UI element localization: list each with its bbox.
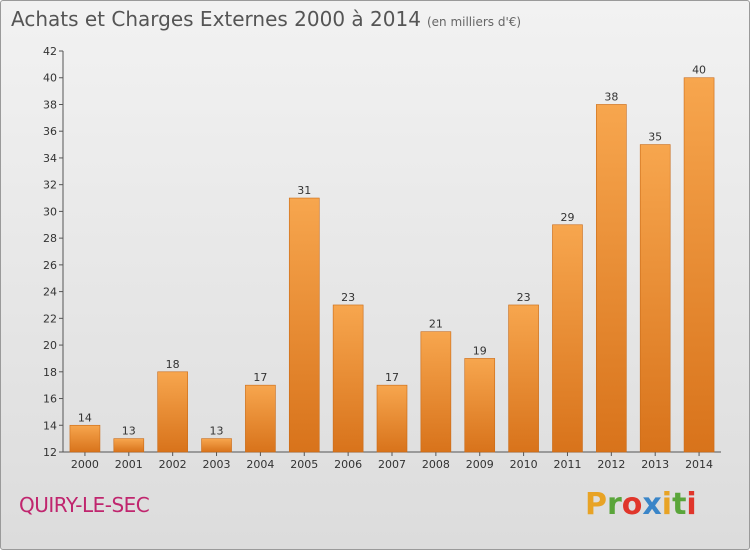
bar — [683, 77, 715, 453]
proxiti-logo: Proxiti — [585, 487, 697, 522]
value-label: 23 — [517, 291, 531, 304]
bar — [639, 144, 671, 453]
bar — [332, 304, 364, 453]
value-label: 18 — [166, 358, 180, 371]
logo-letter: P — [585, 487, 607, 522]
bar — [113, 438, 145, 453]
x-tick-label: 2010 — [510, 458, 538, 471]
logo-letter: t — [672, 487, 687, 522]
bar — [376, 384, 408, 453]
value-label: 29 — [560, 211, 574, 224]
y-tick-label: 18 — [43, 366, 57, 379]
x-tick-label: 2002 — [159, 458, 187, 471]
bar — [157, 371, 188, 453]
value-label: 21 — [429, 318, 443, 331]
logo-letter: x — [642, 487, 662, 522]
y-tick-label: 20 — [43, 339, 57, 352]
x-tick-label: 2003 — [203, 458, 231, 471]
value-label: 13 — [210, 425, 224, 438]
value-labels: 14 13 18 13 17 31 23 17 21 19 23 29 38 35 40 — [78, 64, 706, 438]
y-tick-label: 40 — [43, 72, 57, 85]
y-tick-label: 22 — [43, 312, 57, 325]
commune-name: QUIRY-LE-SEC — [19, 493, 150, 517]
y-tick-label: 32 — [43, 179, 57, 192]
y-tick-label: 24 — [43, 286, 57, 299]
chart-unit: (en milliers d'€) — [426, 15, 522, 29]
value-label: 13 — [122, 425, 136, 438]
value-label: 19 — [473, 344, 487, 357]
bar — [420, 331, 452, 453]
y-tick-label: 12 — [43, 446, 57, 459]
logo-letter: i — [661, 487, 673, 522]
bar — [464, 358, 496, 453]
y-tick-label: 34 — [43, 152, 57, 165]
y-tick-label: 38 — [43, 98, 57, 111]
y-tick-label: 28 — [43, 232, 57, 245]
value-label: 14 — [78, 411, 92, 424]
bar — [69, 424, 101, 453]
value-label: 35 — [648, 131, 662, 144]
axes: 12 14 16 18 20 22 24 26 28 30 32 34 36 38 40 42 2000 2001… — [43, 45, 721, 471]
value-label: 23 — [341, 291, 355, 304]
bar — [508, 304, 539, 453]
logo-letter: r — [607, 487, 622, 522]
x-tick-label: 2012 — [597, 458, 625, 471]
x-tick-label: 2006 — [334, 458, 362, 471]
y-tick-label: 36 — [43, 125, 57, 138]
y-tick-label: 14 — [43, 419, 57, 432]
x-tick-label: 2009 — [466, 458, 494, 471]
x-tick-label: 2008 — [422, 458, 450, 471]
y-tick-label: 26 — [43, 259, 57, 272]
y-tick-label: 42 — [43, 45, 57, 58]
x-tick-label: 2011 — [553, 458, 581, 471]
x-tick-label: 2013 — [641, 458, 669, 471]
x-tick-label: 2005 — [290, 458, 318, 471]
value-label: 40 — [692, 64, 706, 77]
value-label: 17 — [253, 371, 267, 384]
x-tick-label: 2007 — [378, 458, 406, 471]
x-tick-label: 2004 — [246, 458, 274, 471]
chart-title-text: Achats et Charges Externes 2000 à 2014 — [11, 7, 421, 31]
value-label: 31 — [297, 184, 311, 197]
bar — [201, 438, 232, 453]
bar — [288, 197, 320, 453]
logo-letter: o — [621, 487, 643, 522]
bars — [69, 77, 715, 453]
value-label: 17 — [385, 371, 399, 384]
x-tick-label: 2001 — [115, 458, 143, 471]
x-tick-label: 2000 — [71, 458, 99, 471]
x-tick-label: 2014 — [685, 458, 713, 471]
value-label: 38 — [604, 90, 618, 103]
logo-letter: i — [686, 487, 697, 522]
y-tick-label: 16 — [43, 393, 57, 406]
bar — [552, 224, 583, 453]
chart-title: Achats et Charges Externes 2000 à 2014 (e… — [11, 7, 521, 31]
bar — [245, 384, 276, 453]
y-tick-label: 30 — [43, 205, 57, 218]
bar — [596, 104, 627, 453]
